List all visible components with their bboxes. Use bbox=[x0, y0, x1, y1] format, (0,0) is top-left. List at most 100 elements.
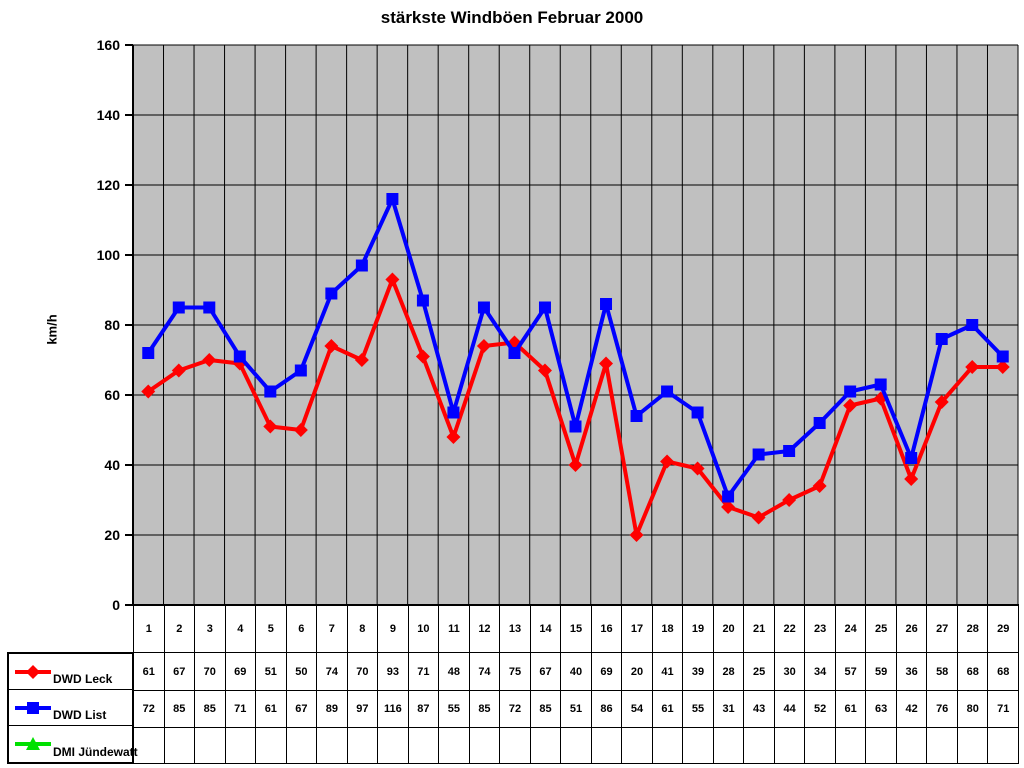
data-point-marker bbox=[233, 350, 246, 363]
data-point-marker bbox=[783, 445, 796, 457]
value-cell: 89 bbox=[316, 690, 348, 728]
day-header-cell: 12 bbox=[468, 605, 501, 653]
value-cell: 85 bbox=[194, 690, 226, 728]
data-point-marker bbox=[293, 423, 308, 437]
value-cell: 74 bbox=[468, 652, 501, 691]
data-point-marker bbox=[415, 349, 430, 364]
value-cell: 69 bbox=[224, 652, 257, 691]
value-cell bbox=[560, 727, 592, 764]
value-cell bbox=[224, 727, 257, 764]
value-cell: 74 bbox=[316, 652, 348, 691]
data-point-marker bbox=[874, 378, 887, 391]
legend-label: DWD List bbox=[53, 708, 107, 722]
y-axis-tick-label: 120 bbox=[97, 177, 121, 193]
value-cell: 80 bbox=[956, 690, 989, 728]
value-cell: 48 bbox=[438, 652, 470, 691]
value-cell: 71 bbox=[987, 690, 1019, 728]
value-cell: 85 bbox=[163, 690, 196, 728]
data-point-marker bbox=[568, 458, 583, 472]
data-point-marker bbox=[385, 272, 400, 287]
day-header-cell: 4 bbox=[224, 605, 257, 653]
value-cell bbox=[285, 727, 318, 764]
data-point-marker bbox=[141, 384, 156, 399]
data-point-marker bbox=[996, 350, 1009, 363]
data-point-marker bbox=[416, 294, 429, 307]
data-point-marker bbox=[477, 301, 490, 314]
data-point-marker bbox=[172, 301, 185, 314]
data-point-marker bbox=[752, 448, 765, 461]
data-point-marker bbox=[142, 347, 155, 359]
value-cell bbox=[895, 727, 928, 764]
value-cell bbox=[804, 727, 836, 764]
value-cell bbox=[377, 727, 409, 764]
y-axis-tick-label: 40 bbox=[104, 457, 120, 473]
value-cell bbox=[621, 727, 653, 764]
triangle-marker-icon bbox=[15, 737, 51, 750]
value-cell bbox=[346, 727, 379, 764]
data-point-marker bbox=[171, 363, 186, 378]
day-header-cell: 21 bbox=[743, 605, 775, 653]
data-point-marker bbox=[263, 419, 278, 434]
data-point-marker bbox=[813, 417, 826, 429]
data-point-marker bbox=[538, 301, 551, 314]
diamond-marker-icon bbox=[15, 664, 51, 679]
day-header-cell: 20 bbox=[712, 605, 745, 653]
data-point-marker bbox=[600, 298, 613, 310]
day-header-cell: 17 bbox=[621, 605, 653, 653]
value-cell: 51 bbox=[560, 690, 592, 728]
value-cell: 86 bbox=[590, 690, 623, 728]
value-cell: 34 bbox=[804, 652, 836, 691]
day-header-cell: 5 bbox=[255, 605, 287, 653]
data-point-marker bbox=[812, 479, 827, 493]
day-header-cell: 24 bbox=[834, 605, 867, 653]
data-point-marker bbox=[722, 490, 735, 503]
data-point-marker bbox=[905, 452, 918, 464]
value-cell: 70 bbox=[346, 652, 379, 691]
value-cell: 28 bbox=[712, 652, 745, 691]
value-cell: 61 bbox=[255, 690, 287, 728]
data-point-marker bbox=[446, 430, 461, 444]
data-point-marker bbox=[782, 493, 797, 507]
value-cell bbox=[834, 727, 867, 764]
day-header-cell: 26 bbox=[895, 605, 928, 653]
data-point-marker bbox=[386, 193, 399, 205]
day-header-cell: 22 bbox=[773, 605, 806, 653]
data-point-marker bbox=[354, 353, 369, 367]
value-cell: 97 bbox=[346, 690, 379, 728]
value-cell: 70 bbox=[194, 652, 226, 691]
data-point-marker bbox=[447, 406, 460, 419]
value-cell bbox=[682, 727, 714, 764]
line-chart-plot: 0 20 40 60 80 100 120 140 160 bbox=[97, 37, 1019, 612]
day-header-cell: 2 bbox=[163, 605, 196, 653]
value-cell: 51 bbox=[255, 652, 287, 691]
data-point-marker bbox=[26, 737, 40, 750]
value-cell bbox=[651, 727, 684, 764]
value-cell bbox=[743, 727, 775, 764]
value-cell: 72 bbox=[499, 690, 531, 728]
value-cell: 43 bbox=[743, 690, 775, 728]
day-header-cell: 25 bbox=[865, 605, 897, 653]
data-point-marker bbox=[751, 510, 766, 525]
data-point-marker bbox=[904, 472, 919, 486]
day-header-cell: 13 bbox=[499, 605, 531, 653]
day-header-cell: 10 bbox=[407, 605, 440, 653]
data-point-marker bbox=[844, 385, 857, 398]
data-point-marker bbox=[629, 528, 644, 542]
legend-item-dwd-list: DWD List bbox=[9, 690, 132, 726]
value-cell: 25 bbox=[743, 652, 775, 691]
data-table: 1 2 3 4 5 6 7 8 9 10 11 12 13 14 15 16 17 18 19 20 21 22 23 24 2… bbox=[7, 605, 1020, 765]
data-point-marker bbox=[294, 364, 307, 377]
day-header-cell: 7 bbox=[316, 605, 348, 653]
value-cell bbox=[529, 727, 562, 764]
data-point-marker bbox=[26, 664, 40, 679]
legend-label: DWD Leck bbox=[53, 672, 113, 686]
value-cell bbox=[712, 727, 745, 764]
chart-title: stärkste Windböen Februar 2000 bbox=[380, 8, 644, 27]
value-cell: 68 bbox=[987, 652, 1019, 691]
y-axis-tick-label: 160 bbox=[97, 37, 121, 53]
value-cell: 93 bbox=[377, 652, 409, 691]
value-cell: 31 bbox=[712, 690, 745, 728]
value-cell: 41 bbox=[651, 652, 684, 691]
value-cell: 69 bbox=[590, 652, 623, 691]
